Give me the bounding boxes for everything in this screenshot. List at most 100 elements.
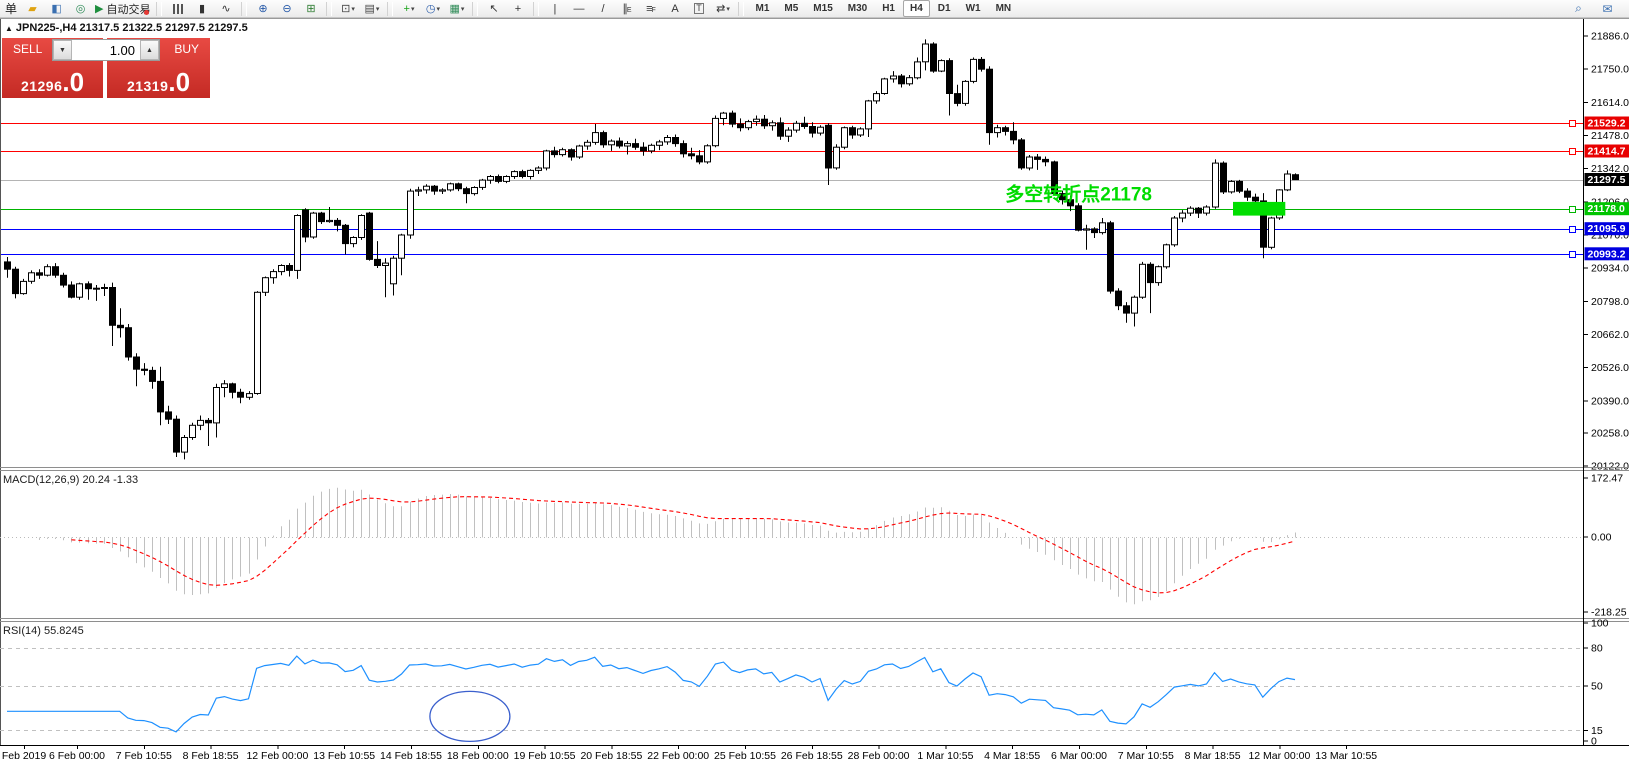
templates-icon: ▦ bbox=[450, 2, 460, 15]
new-order-button[interactable]: ▰ bbox=[21, 0, 44, 18]
svg-text:21750.0: 21750.0 bbox=[1591, 64, 1629, 76]
svg-text:20390.0: 20390.0 bbox=[1591, 395, 1629, 407]
new-order-icon: ▰ bbox=[28, 2, 36, 15]
bar-chart-icon bbox=[173, 4, 183, 14]
trendline-button[interactable]: / bbox=[591, 0, 614, 18]
volume-control: ▼ ▲ bbox=[52, 39, 160, 61]
equidistant-channel-button[interactable]: ∥E bbox=[615, 0, 638, 18]
svg-text:4 Mar 18:55: 4 Mar 18:55 bbox=[984, 750, 1040, 762]
timeframe-H4[interactable]: H4 bbox=[903, 0, 930, 17]
pane-separator[interactable] bbox=[0, 615, 1629, 622]
svg-text:20798.0: 20798.0 bbox=[1591, 296, 1629, 308]
svg-text:80: 80 bbox=[1591, 643, 1603, 655]
candlestick-chart-button[interactable]: ▮ bbox=[190, 0, 213, 18]
svg-text:0.00: 0.00 bbox=[1591, 532, 1612, 544]
signal-icon: ◎ bbox=[76, 2, 86, 15]
timeframe-H1[interactable]: H1 bbox=[875, 0, 902, 17]
arrows-button[interactable]: ⇄▾ bbox=[711, 0, 734, 18]
toolbar-separator bbox=[156, 2, 162, 16]
fibonacci-button[interactable]: ≡F bbox=[639, 0, 662, 18]
volume-decrease-button[interactable]: ▼ bbox=[53, 40, 72, 60]
signal-button[interactable]: ◎ bbox=[69, 0, 92, 18]
svg-text:21614.0: 21614.0 bbox=[1591, 97, 1629, 109]
svg-text:21178.0: 21178.0 bbox=[1588, 203, 1626, 215]
horizontal-line-icon: — bbox=[573, 3, 584, 15]
line-chart-button[interactable]: ∿ bbox=[214, 0, 237, 18]
chevron-down-icon: ▾ bbox=[411, 5, 415, 13]
autotrading-button[interactable]: ▶自动交易 bbox=[93, 0, 152, 18]
timeframe-W1[interactable]: W1 bbox=[959, 0, 988, 17]
zoom-out-button[interactable]: ⊖ bbox=[275, 0, 298, 18]
volume-increase-button[interactable]: ▲ bbox=[140, 40, 159, 60]
horizontal-line-button[interactable]: — bbox=[567, 0, 590, 18]
svg-text:21886.0: 21886.0 bbox=[1591, 31, 1629, 43]
chevron-down-icon: ▾ bbox=[461, 5, 465, 13]
bar-chart-button[interactable] bbox=[166, 0, 189, 18]
svg-text:12 Mar 00:00: 12 Mar 00:00 bbox=[1248, 750, 1310, 762]
cursor-button[interactable]: ↖ bbox=[482, 0, 505, 18]
timeframe-M15[interactable]: M15 bbox=[806, 0, 839, 17]
timeframe-D1[interactable]: D1 bbox=[931, 0, 958, 17]
tile-windows-button[interactable]: ⊞ bbox=[299, 0, 322, 18]
svg-text:22 Feb 00:00: 22 Feb 00:00 bbox=[647, 750, 709, 762]
periods-icon: ◷ bbox=[426, 2, 436, 15]
candlestick-chart-icon: ▮ bbox=[199, 2, 205, 15]
toolbar-separator bbox=[533, 2, 539, 16]
svg-text:7 Mar 10:55: 7 Mar 10:55 bbox=[1118, 750, 1174, 762]
profiles-button[interactable]: ▤▾ bbox=[360, 0, 383, 18]
zoom-in-icon: ⊕ bbox=[258, 2, 267, 15]
chevron-down-icon: ▾ bbox=[376, 5, 380, 13]
zoom-in-button[interactable]: ⊕ bbox=[251, 0, 274, 18]
zoom-out-icon: ⊖ bbox=[282, 2, 291, 15]
svg-text:26 Feb 18:55: 26 Feb 18:55 bbox=[781, 750, 843, 762]
chevron-down-icon: ▾ bbox=[351, 5, 355, 13]
text-label-icon: T bbox=[694, 3, 704, 14]
timeframe-M5[interactable]: M5 bbox=[777, 0, 805, 17]
chart-title-text: JPN225-,H4 21317.5 21322.5 21297.5 21297… bbox=[16, 22, 248, 34]
text-icon: A bbox=[671, 3, 678, 15]
autotrading-icon: ▶ bbox=[95, 2, 103, 15]
annotation-rectangle[interactable] bbox=[1233, 202, 1285, 216]
vertical-line-button[interactable]: | bbox=[543, 0, 566, 18]
volume-input[interactable] bbox=[72, 40, 140, 60]
svg-text:50: 50 bbox=[1591, 681, 1603, 693]
buy-price: 21319 .0 bbox=[107, 69, 210, 95]
timeframe-MN[interactable]: MN bbox=[989, 0, 1019, 17]
pane-separator[interactable] bbox=[0, 464, 1629, 471]
svg-text:8 Mar 18:55: 8 Mar 18:55 bbox=[1185, 750, 1241, 762]
svg-text:12 Feb 00:00: 12 Feb 00:00 bbox=[246, 750, 308, 762]
sell-price: 21296 .0 bbox=[2, 69, 103, 95]
svg-text:Feb 2019: Feb 2019 bbox=[2, 750, 47, 762]
new-chart-button[interactable]: ⊡▾ bbox=[336, 0, 359, 18]
toolbar-separator bbox=[738, 2, 744, 16]
svg-text:19 Feb 10:55: 19 Feb 10:55 bbox=[514, 750, 576, 762]
annotation-text[interactable]: 多空转折点21178 bbox=[1005, 182, 1152, 205]
timeframe-M30[interactable]: M30 bbox=[841, 0, 874, 17]
profiles-icon: ▤ bbox=[365, 2, 375, 15]
svg-text:25 Feb 10:55: 25 Feb 10:55 bbox=[714, 750, 776, 762]
market-watch-button[interactable]: ◧ bbox=[45, 0, 68, 18]
timeframe-M1[interactable]: M1 bbox=[748, 0, 776, 17]
svg-text:21478.0: 21478.0 bbox=[1591, 130, 1629, 142]
toolbar-separator bbox=[326, 2, 332, 16]
svg-text:21529.2: 21529.2 bbox=[1588, 118, 1626, 130]
svg-text:20526.0: 20526.0 bbox=[1591, 362, 1629, 374]
text-label-button[interactable]: T bbox=[687, 0, 710, 18]
chat-button[interactable]: ✉ bbox=[1596, 0, 1619, 18]
macd-indicator-label: MACD(12,26,9) 20.24 -1.33 bbox=[3, 474, 138, 486]
text-button[interactable]: A bbox=[663, 0, 686, 18]
templates-button[interactable]: ▦▾ bbox=[445, 0, 468, 18]
line-chart-icon: ∿ bbox=[221, 2, 230, 15]
svg-text:14 Feb 18:55: 14 Feb 18:55 bbox=[380, 750, 442, 762]
crosshair-button[interactable]: + bbox=[506, 0, 529, 18]
chart-title: ▲JPN225-,H4 21317.5 21322.5 21297.5 2129… bbox=[5, 22, 248, 34]
chart-icon: ▲ bbox=[5, 24, 13, 33]
svg-text:20993.2: 20993.2 bbox=[1588, 248, 1626, 260]
search-button[interactable]: ⌕ bbox=[1567, 0, 1590, 18]
periods-button[interactable]: ◷▾ bbox=[421, 0, 444, 18]
trendline-icon: / bbox=[601, 3, 604, 15]
tile-windows-icon: ⊞ bbox=[306, 2, 315, 15]
indicators-button[interactable]: +▾ bbox=[397, 0, 420, 18]
